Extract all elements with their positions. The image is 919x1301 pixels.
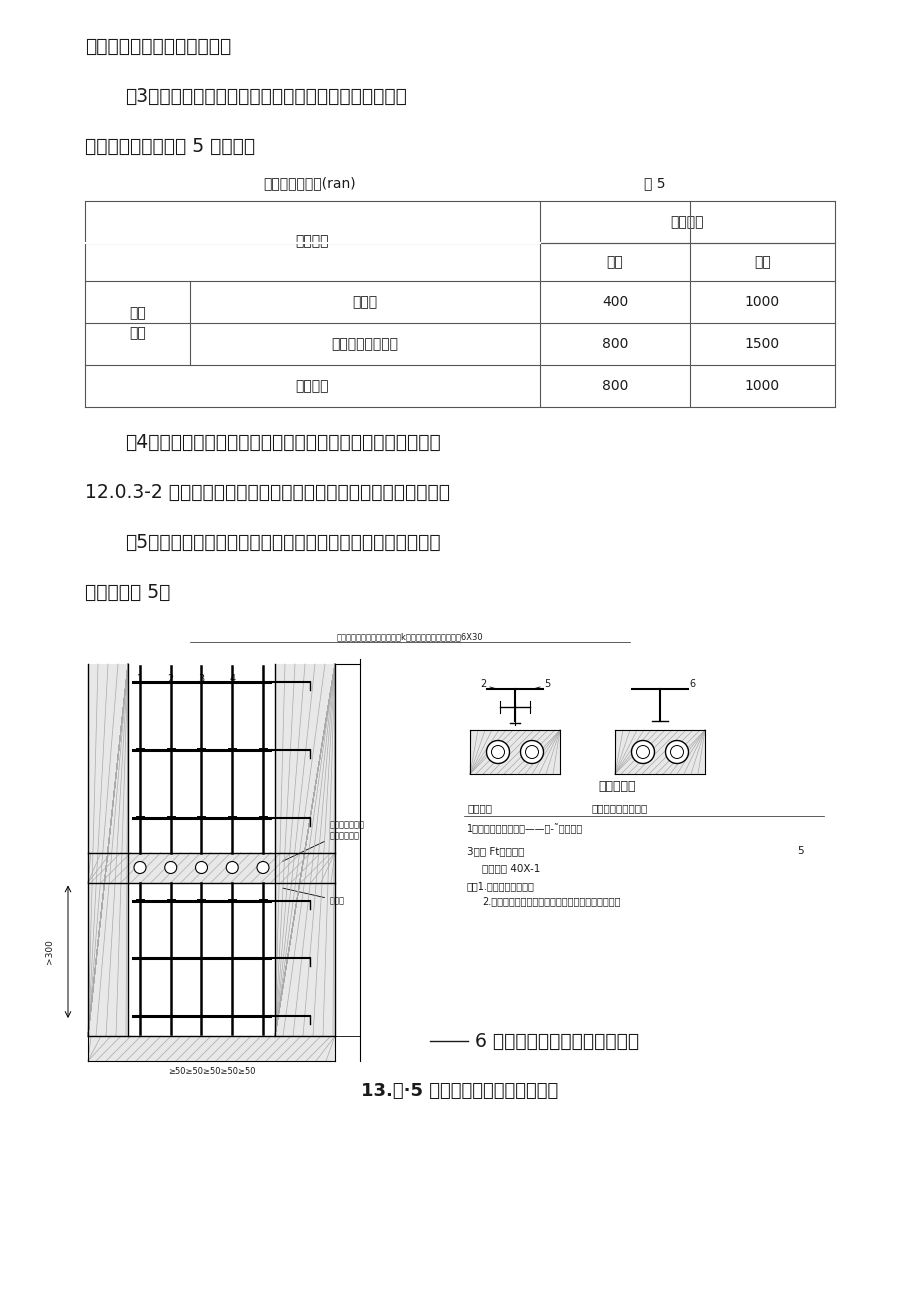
Text: 控制电缆: 控制电缆 (295, 379, 329, 393)
Text: 电缆支持点间距(ran): 电缆支持点间距(ran) (264, 176, 356, 190)
Text: 持点间距，不大于表 5 的规定：: 持点间距，不大于表 5 的规定： (85, 137, 255, 156)
Text: 5: 5 (796, 846, 803, 856)
Text: 1000: 1000 (744, 295, 779, 310)
Text: 6: 6 (688, 679, 695, 690)
Text: 12.0.3-2 的规定，且敷设在易燃易爆气体管道和热力管道的下方：: 12.0.3-2 的规定，且敷设在易燃易爆气体管道和热力管道的下方： (85, 483, 449, 501)
Text: 材料明细表: 材料明细表 (597, 779, 635, 792)
Text: 敷设方式: 敷设方式 (670, 215, 703, 229)
Text: 电缆种类: 电缆种类 (295, 234, 329, 248)
Text: 3电组 Ft工程设计: 3电组 Ft工程设计 (467, 846, 524, 856)
Text: 混凝土: 混凝土 (282, 889, 345, 905)
Circle shape (196, 861, 208, 873)
Text: 编号名称: 编号名称 (467, 803, 492, 813)
Text: 管口内衬堵防火
填料或石棉绳: 管口内衬堵防火 填料或石棉绳 (282, 821, 365, 861)
Circle shape (525, 745, 538, 758)
Text: 400: 400 (601, 295, 628, 310)
Circle shape (226, 861, 238, 873)
Text: >300: >300 (45, 939, 54, 964)
Text: 表 5: 表 5 (643, 176, 665, 190)
Text: 2: 2 (480, 679, 485, 690)
Text: 管卡１与电缆外套配套单边管k可跟外层配套塑料胀管由6X30: 管卡１与电缆外套配套单边管k可跟外层配套塑料胀管由6X30 (336, 632, 482, 641)
Circle shape (664, 740, 687, 764)
Text: 水平: 水平 (606, 255, 623, 269)
Circle shape (670, 745, 683, 758)
Text: 1保护套见工程设计说——厂-˜胀管螺栓: 1保护套见工程设计说——厂-˜胀管螺栓 (467, 824, 583, 834)
Text: 电缆: 电缆 (129, 327, 146, 340)
Text: 2.当电缆根数较多或规格较大时，可使用角钢支架。: 2.当电缆根数较多或规格较大时，可使用角钢支架。 (482, 896, 619, 905)
Text: 全塑型: 全塑型 (352, 295, 377, 310)
Text: （4）当设计无要求时，电缆与管道的最小净距，符合本规范表: （4）当设计无要求时，电缆与管道的最小净距，符合本规范表 (125, 432, 440, 451)
Text: 1: 1 (137, 674, 143, 684)
Text: 除全塑型外的电缆: 除全塑型外的电缆 (331, 337, 398, 351)
Text: 5: 5 (543, 679, 550, 690)
Text: 800: 800 (601, 337, 628, 351)
Text: 2: 2 (167, 674, 174, 684)
Text: 电力: 电力 (129, 306, 146, 320)
Text: 3: 3 (199, 674, 204, 684)
Circle shape (636, 745, 649, 758)
Text: 注：1.味示保护管外径。: 注：1.味示保护管外径。 (467, 881, 534, 891)
Circle shape (520, 740, 543, 764)
Text: 支架扁钢 40X-1: 支架扁钢 40X-1 (482, 863, 539, 873)
Text: 措施。见图 5：: 措施。见图 5： (85, 583, 170, 601)
Circle shape (491, 745, 504, 758)
Text: 6 电缆的首端、末端和分支处应: 6 电缆的首端、末端和分支处应 (474, 1032, 639, 1050)
Circle shape (256, 861, 268, 873)
Circle shape (134, 861, 146, 873)
Text: 800: 800 (601, 379, 628, 393)
Bar (88, 664, 128, 1036)
Circle shape (165, 861, 176, 873)
Bar (88, 1036, 335, 1062)
Text: 1500: 1500 (744, 337, 779, 351)
Bar (614, 730, 704, 774)
Circle shape (630, 740, 653, 764)
Bar (88, 852, 335, 882)
Text: （3）电缆排列整齐，少交叉；当设计无要求时，电缆支: （3）电缆排列整齐，少交叉；当设计无要求时，电缆支 (125, 86, 406, 105)
Bar (470, 730, 560, 774)
Text: 型号与规格单位数批: 型号与规格单位数批 (591, 803, 648, 813)
Text: 支架，不形成闭合铁磁回路；: 支架，不形成闭合铁磁回路； (85, 36, 231, 56)
Text: ≥50≥50≥50≥50≥50: ≥50≥50≥50≥50≥50 (167, 1067, 255, 1076)
Text: 1000: 1000 (744, 379, 779, 393)
Text: （5）敷设电缆的电缆沟和竖井，按设计要求位置，有防火隔堵: （5）敷设电缆的电缆沟和竖井，按设计要求位置，有防火隔堵 (125, 532, 440, 552)
Bar (275, 664, 335, 1036)
Text: 4: 4 (229, 674, 235, 684)
Text: 13.１·5 竖井内电缆穿楼板封堵做法: 13.１·5 竖井内电缆穿楼板封堵做法 (361, 1082, 558, 1101)
Circle shape (486, 740, 509, 764)
Text: 垂直: 垂直 (754, 255, 770, 269)
